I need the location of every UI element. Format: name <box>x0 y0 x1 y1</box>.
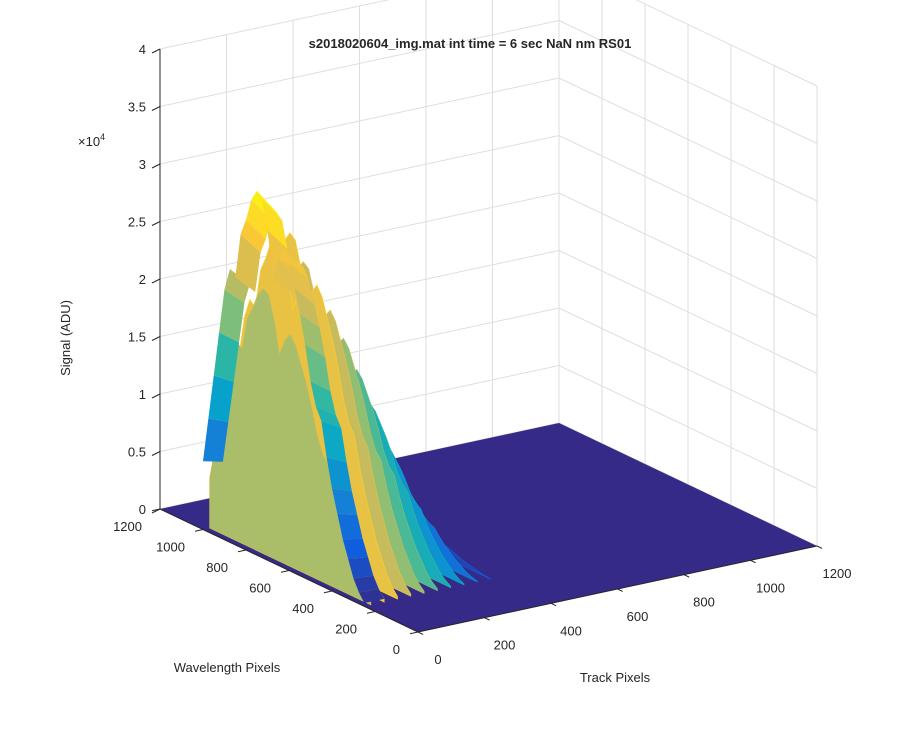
surface-crest-cell <box>299 313 326 357</box>
z-tick-mark <box>151 221 161 226</box>
surface-crest-cell <box>262 199 288 250</box>
z-tick-mark <box>151 106 161 111</box>
surface-crest-cell <box>224 269 250 303</box>
y-tick-label: 800 <box>206 560 228 575</box>
surface-crest-cell <box>294 288 320 328</box>
x-tick-mark <box>683 574 690 578</box>
y-axis-label: Wavelength Pixels <box>174 660 281 675</box>
z-tick-label: 1.5 <box>128 330 146 345</box>
z-tick-mark <box>151 336 161 341</box>
chart-title: s2018020604_img.mat int time = 6 sec NaN… <box>309 36 632 51</box>
x-tick-label: 800 <box>693 595 715 610</box>
z-tick-label: 4 <box>139 42 146 57</box>
y-tick-mark <box>366 611 376 614</box>
surface-crest-cell <box>283 249 309 281</box>
x-tick-label: 200 <box>494 638 516 653</box>
surface-crest-cell <box>208 375 234 422</box>
x-tick-label: 0 <box>434 652 441 667</box>
y-tick-mark <box>409 631 419 635</box>
y-tick-mark <box>280 570 290 573</box>
z-tick-label: 3.5 <box>128 100 146 115</box>
z-exponent-power: 4 <box>100 132 105 142</box>
x-tick-label: 600 <box>627 609 649 624</box>
z-exponent-base: ×10 <box>78 134 100 149</box>
y-tick-label: 1000 <box>156 540 185 555</box>
y-tick-label: 1200 <box>113 519 142 534</box>
surface-crest-cell <box>256 190 283 221</box>
x-tick-mark <box>417 631 424 635</box>
surface-crest-cell <box>342 538 369 559</box>
tick-layer: 0200400600800100012000200400600800100012… <box>113 42 851 667</box>
surface-crest-cell <box>310 381 336 415</box>
y-tick-mark <box>194 529 204 532</box>
x-axis-label: Track Pixels <box>580 670 651 685</box>
y-tick-label: 0 <box>393 642 400 657</box>
z-tick-label: 0.5 <box>128 445 146 460</box>
z-tick-mark <box>151 163 161 169</box>
z-tick-mark <box>151 393 161 399</box>
x-tick-mark <box>750 559 756 564</box>
y-tick-label: 400 <box>292 601 314 616</box>
surface-crest-cell <box>246 199 272 239</box>
z-tick-mark <box>151 451 161 456</box>
surface-layer <box>160 190 817 632</box>
surface-crest-cell <box>305 344 331 392</box>
surface-crest-cell <box>235 234 261 292</box>
surface-crest-cell <box>219 289 245 343</box>
svg-text:×104: ×104 <box>78 132 105 149</box>
surface-crest-cell <box>272 258 299 294</box>
x-tick-label: 1200 <box>823 566 852 581</box>
surface-crest-cell <box>332 488 358 516</box>
y-tick-mark <box>237 549 247 553</box>
z-exponent: ×104 <box>78 132 105 149</box>
x-tick-label: 400 <box>560 623 582 638</box>
y-tick-mark <box>323 590 333 594</box>
x-tick-mark <box>550 602 557 607</box>
x-tick-mark <box>484 617 490 621</box>
surface-crest-cell <box>315 406 342 429</box>
surface-crest-cell <box>213 332 240 383</box>
surface-crest-cell <box>348 557 374 579</box>
surface-crest-cell <box>326 457 352 492</box>
surface-crest-cell <box>337 513 363 540</box>
surface-crest-cell <box>203 418 229 462</box>
z-tick-label: 1 <box>139 387 146 402</box>
z-tick-mark <box>151 508 161 514</box>
x-tick-mark <box>816 545 823 549</box>
surface-crest-cell <box>358 588 385 603</box>
z-tick-mark <box>151 48 161 54</box>
z-axis-label: Signal (ADU) <box>58 300 73 376</box>
x-tick-label: 1000 <box>756 580 785 595</box>
surface-crest-cell <box>289 263 315 305</box>
surface-crest-cell <box>321 420 347 463</box>
surface-crest-cell <box>240 219 266 253</box>
y-tick-label: 600 <box>249 581 271 596</box>
surface-crest-cell <box>353 575 379 593</box>
z-tick-label: 0 <box>139 502 146 517</box>
x-tick-mark <box>617 588 623 592</box>
y-tick-label: 200 <box>335 622 357 637</box>
z-tick-label: 2.5 <box>128 215 146 230</box>
z-tick-mark <box>151 278 161 284</box>
z-tick-label: 2 <box>139 272 146 287</box>
z-tick-label: 3 <box>139 157 146 172</box>
